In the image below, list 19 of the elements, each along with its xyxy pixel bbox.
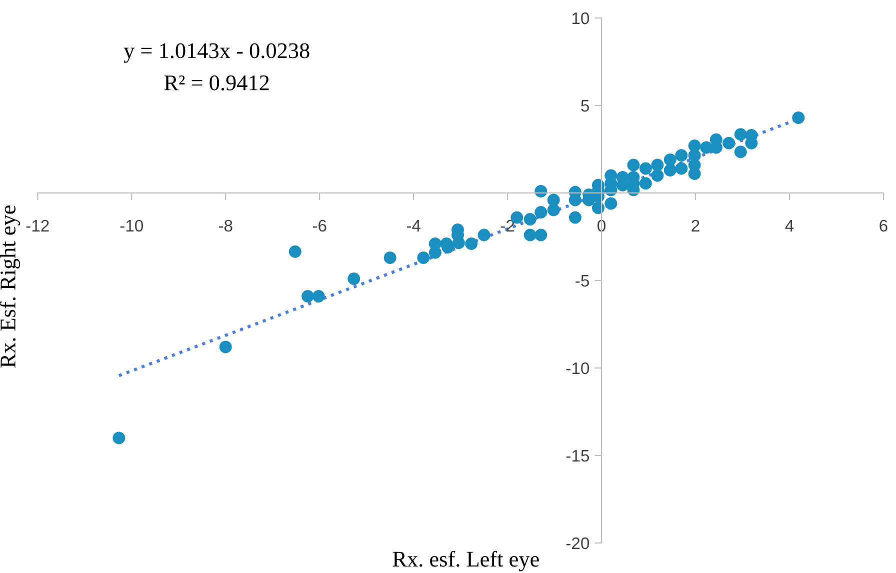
x-tick-label: -12 bbox=[26, 220, 49, 232]
y-tick-label: -5 bbox=[576, 275, 590, 287]
x-tick-label: 4 bbox=[785, 220, 794, 232]
x-tick-label: -6 bbox=[312, 220, 326, 232]
y-tick-label: -10 bbox=[566, 362, 590, 374]
y-tick-label: 5 bbox=[581, 100, 590, 112]
x-tick-label: 6 bbox=[880, 220, 888, 232]
y-tick-label: -20 bbox=[566, 537, 590, 550]
x-tick-label: -4 bbox=[406, 220, 420, 232]
annotation: y = 1.0143x - 0.0238 bbox=[124, 43, 310, 63]
y-tick-label: -15 bbox=[566, 450, 590, 462]
x-tick-label: -10 bbox=[120, 220, 144, 232]
x-tick-label: 2 bbox=[692, 220, 700, 232]
x-axis-title: Rx. esf. Left eye bbox=[392, 550, 539, 572]
x-tick-label: -8 bbox=[218, 220, 232, 232]
y-tick-label: 10 bbox=[572, 12, 590, 24]
x-tick-label: -2 bbox=[500, 220, 514, 232]
y-axis-title: Rx. Esf. Right eye bbox=[0, 205, 20, 368]
annotation: R² = 0.9412 bbox=[164, 75, 269, 90]
